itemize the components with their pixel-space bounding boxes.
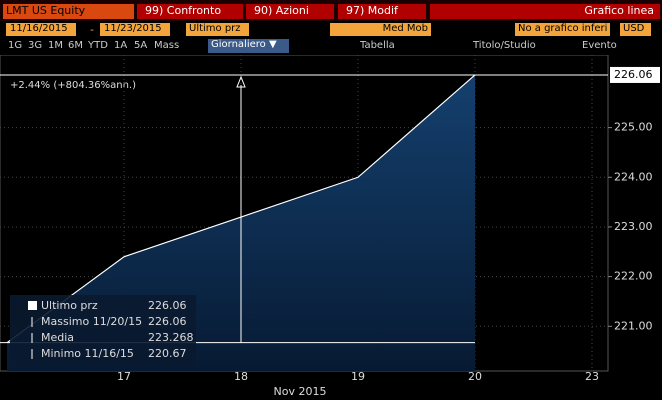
legend: Ultimo prz 226.06 Massimo 11/20/15 226.06 Me… (10, 295, 196, 365)
end-date[interactable]: 11/23/2015 (100, 23, 170, 36)
y-tick-label: 224.00 (614, 170, 653, 183)
currency[interactable]: USD (620, 23, 651, 36)
chart-kind[interactable]: Grafico linea (430, 4, 660, 19)
legend-label: Ultimo prz (41, 299, 98, 312)
lower-chart[interactable]: No a grafico inferi (515, 23, 610, 36)
y-tick-label: 222.00 (614, 270, 653, 283)
period-btn[interactable]: 1A (114, 40, 128, 51)
period-btn[interactable]: Mass (154, 40, 180, 51)
x-tick-label: 17 (117, 370, 131, 383)
dash: - (90, 23, 94, 36)
field[interactable]: Ultimo prz (186, 23, 249, 36)
date-bar: 11/16/2015 - 11/23/2015 Ultimo prz Med M… (0, 22, 662, 38)
legend-swatch (28, 301, 37, 310)
legend-label: Massimo 11/20/15 (41, 315, 142, 328)
legend-value: 226.06 (148, 315, 187, 328)
annotation: +2.44% (+804.36%ann.) (10, 80, 136, 91)
event-btn[interactable]: Evento (582, 40, 617, 51)
period-btn[interactable]: 3G (28, 40, 43, 51)
edit-btn[interactable]: 97) Modif (338, 4, 426, 19)
actions-btn[interactable]: 90) Azioni (246, 4, 334, 19)
y-tick-label: 221.00 (614, 319, 653, 332)
legend-value: 223.268 (148, 331, 194, 344)
legend-label: Minimo 11/16/15 (41, 347, 134, 360)
y-tick-label: 223.00 (614, 220, 653, 233)
x-tick-label: 19 (351, 370, 365, 383)
legend-value: 220.67 (148, 347, 187, 360)
period-btn[interactable]: 1G (8, 40, 23, 51)
legend-box (10, 295, 196, 365)
period-btn[interactable]: 5A (134, 40, 148, 51)
period-bar: Giornaliero ▼ Tabella Titolo/Studio Even… (0, 39, 662, 54)
start-date[interactable]: 11/16/2015 (6, 23, 76, 36)
chart: +2.44% (+804.36%ann.) Nov 2015 221.00 222… (0, 55, 660, 398)
legend-label: Media (41, 331, 74, 344)
y-tick-label: 225.00 (614, 121, 653, 134)
study-btn[interactable]: Titolo/Studio (473, 40, 536, 51)
ticker[interactable]: LMT US Equity (3, 4, 134, 19)
frequency[interactable]: Giornaliero ▼ (208, 39, 289, 53)
x-tick-label: 18 (234, 370, 248, 383)
last-value-box (610, 66, 660, 83)
period-btn[interactable]: YTD (88, 40, 108, 51)
top-bar: LMT US Equity 99) Confronto 90) Azioni 9… (0, 0, 662, 21)
period-btn[interactable]: 6M (68, 40, 83, 51)
x-tick-label: 23 (585, 370, 599, 383)
x-axis-label: Nov 2015 (274, 385, 327, 398)
moving-avg[interactable]: Med Mob (330, 23, 431, 36)
legend-value: 226.06 (148, 299, 187, 312)
last-value: 226.06 (614, 68, 653, 81)
arrow-head (236, 75, 246, 88)
compare-btn[interactable]: 99) Confronto (137, 4, 243, 19)
table-btn[interactable]: Tabella (360, 40, 395, 51)
x-tick-label: 20 (468, 370, 482, 383)
period-btn[interactable]: 1M (48, 40, 63, 51)
